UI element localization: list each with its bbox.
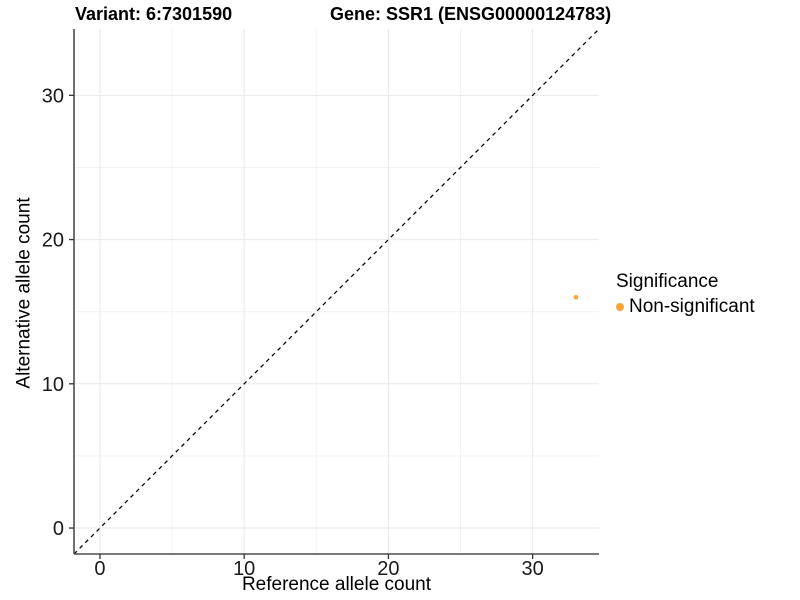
legend-item-label: Non-significant [629,296,755,317]
y-tick-label: 0 [53,518,64,540]
legend: Significance Non-significant [616,272,755,317]
identity-line [73,28,600,555]
x-axis-title: Reference allele count [241,574,432,595]
legend-title: Significance [616,271,719,292]
y-axis-title: Alternative allele count [13,197,35,389]
plot-title-variant: Variant: 6:7301590 [75,4,233,24]
x-tick-label: 20 [377,558,399,580]
x-tick-label: 0 [94,558,105,580]
y-tick-label: 30 [42,85,64,107]
x-tick-label: 10 [233,558,255,580]
y-tick-label: 20 [42,230,64,252]
legend-item-nonsignificant: Non-significant [616,297,755,317]
y-tick-label: 10 [42,374,64,396]
data-point [573,294,579,300]
legend-point-icon [616,303,624,311]
plot-title-gene: Gene: SSR1 (ENSG00000124783) [330,4,612,24]
x-tick-label: 30 [522,558,544,580]
